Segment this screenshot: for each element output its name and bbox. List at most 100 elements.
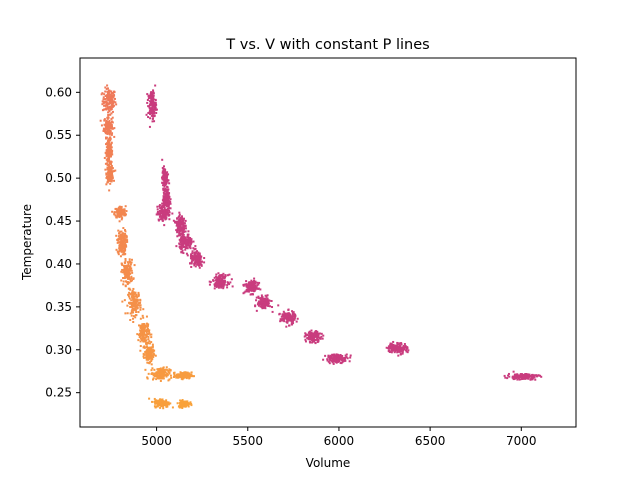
data-point (148, 331, 151, 334)
data-point (163, 401, 166, 404)
data-point (173, 371, 176, 374)
data-point (133, 293, 136, 296)
data-point (177, 405, 180, 408)
data-point (123, 268, 126, 271)
data-point (106, 90, 109, 93)
point-cluster (303, 329, 325, 345)
data-point (169, 402, 172, 405)
data-point (180, 251, 183, 254)
data-point (187, 236, 190, 239)
data-point (139, 308, 142, 311)
data-point (102, 129, 105, 132)
data-point (151, 104, 154, 107)
data-point (165, 194, 168, 197)
data-point (165, 399, 168, 402)
data-point (158, 204, 161, 207)
data-point (124, 275, 127, 278)
data-point (165, 173, 168, 176)
data-point (132, 301, 135, 304)
data-point (306, 333, 309, 336)
data-point (117, 211, 120, 214)
data-point (161, 158, 164, 161)
data-point (255, 286, 258, 289)
data-point (531, 378, 534, 381)
data-point (177, 226, 180, 229)
data-point (257, 304, 260, 307)
data-point (142, 323, 145, 326)
data-point (338, 360, 341, 363)
data-point (155, 399, 158, 402)
data-point (512, 370, 515, 373)
data-point (111, 171, 114, 174)
data-point (222, 287, 225, 290)
data-point (267, 299, 270, 302)
data-point (111, 92, 113, 95)
data-point (147, 105, 150, 108)
data-point (146, 353, 149, 356)
data-point (161, 219, 164, 222)
data-point (115, 248, 118, 251)
data-point (189, 375, 192, 378)
data-point (166, 188, 169, 191)
data-point (394, 348, 397, 351)
data-point (103, 156, 106, 159)
data-point (131, 296, 134, 299)
data-point (393, 345, 396, 348)
data-point (193, 251, 196, 254)
data-point (387, 345, 390, 348)
data-point (192, 240, 195, 243)
data-point (137, 339, 140, 342)
point-cluster (170, 371, 195, 381)
data-point (137, 295, 140, 298)
point-cluster (161, 158, 171, 195)
data-point (308, 337, 311, 340)
data-point (321, 337, 324, 340)
data-point (180, 235, 183, 238)
data-point (116, 212, 119, 215)
data-point (147, 372, 150, 375)
data-point (162, 367, 165, 370)
data-point (110, 112, 113, 115)
data-point (247, 289, 250, 292)
data-point (107, 138, 110, 141)
data-point (141, 339, 144, 342)
data-point (152, 374, 155, 377)
data-point (107, 174, 110, 177)
data-point (189, 242, 192, 245)
data-point (152, 90, 155, 93)
data-point (182, 245, 185, 248)
data-point (150, 114, 153, 117)
data-point (103, 108, 106, 111)
data-point (162, 407, 165, 410)
data-point (150, 353, 153, 356)
data-point (112, 101, 115, 104)
data-point (396, 342, 399, 345)
data-point (108, 150, 111, 153)
point-cluster (242, 277, 262, 296)
data-point (107, 163, 110, 166)
data-point (190, 262, 193, 265)
data-point (175, 376, 178, 379)
data-point (123, 272, 126, 275)
data-point (100, 93, 103, 96)
data-point (198, 266, 201, 269)
x-tick-label: 5000 (141, 434, 172, 448)
data-point (182, 244, 185, 247)
data-point (168, 213, 171, 216)
data-point (179, 247, 182, 250)
data-point (148, 111, 151, 114)
data-point (151, 350, 154, 353)
data-point (152, 103, 155, 106)
data-point (107, 124, 110, 127)
data-point (139, 298, 142, 301)
data-point (181, 399, 184, 401)
data-point (181, 402, 184, 405)
y-axis-ticks: 0.25 0.30 0.35 0.40 0.45 0.50 0.55 0.60 (45, 85, 80, 400)
data-point (330, 356, 333, 359)
data-point (191, 255, 194, 258)
point-cluster (115, 227, 129, 258)
data-point (221, 280, 224, 283)
data-point (335, 356, 338, 359)
data-point (280, 315, 283, 318)
data-point (130, 314, 133, 317)
